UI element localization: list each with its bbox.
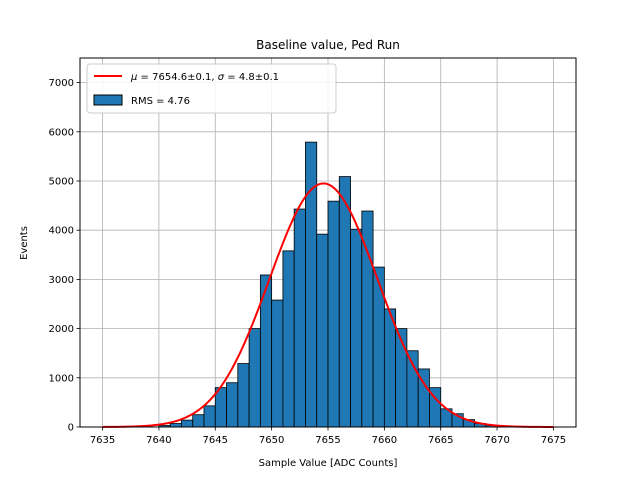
x-tick-label: 7655 <box>315 435 340 446</box>
legend-sigma-value: = 4.8±0.1 <box>224 72 279 83</box>
legend: μ = 7654.6±0.1, σ = 4.8±0.1 RMS = 4.76 <box>86 63 337 114</box>
legend-sigma-symbol: σ <box>218 72 225 83</box>
chart-title: Baseline value, Ped Run <box>256 38 400 52</box>
histogram-bar <box>282 250 295 428</box>
x-tick-label: 7675 <box>541 435 566 446</box>
y-tick-label: 1000 <box>49 373 74 384</box>
gaussian-fit <box>102 182 554 428</box>
histogram-bar <box>169 423 182 428</box>
x-tick-label: 7640 <box>146 435 171 446</box>
histogram-bar <box>293 208 306 428</box>
y-tick-label: 7000 <box>49 78 74 89</box>
legend-mu-value: = 7654.6±0.1, <box>137 72 217 83</box>
histogram-bar <box>395 328 408 428</box>
histogram-bar <box>305 141 318 428</box>
histogram-bar <box>192 414 205 428</box>
x-tick-label: 7660 <box>372 435 397 446</box>
histogram-bar <box>248 328 261 428</box>
histogram-bar <box>226 382 239 428</box>
y-tick-label: 4000 <box>49 226 74 237</box>
histogram-bar <box>214 387 227 428</box>
histogram-bar <box>383 308 397 428</box>
histogram-bar <box>271 299 284 428</box>
legend-histogram-label: RMS = 4.76 <box>131 96 190 107</box>
histogram-bar <box>237 363 250 428</box>
legend-histogram-swatch <box>93 94 123 106</box>
histogram-bar <box>327 200 340 428</box>
x-tick-label: 7650 <box>259 435 284 446</box>
x-tick-label: 7635 <box>90 435 115 446</box>
histogram-bar <box>338 176 351 428</box>
y-axis: 0 1000 2000 3000 4000 5000 6000 7000 <box>49 78 80 434</box>
x-tick-label: 7665 <box>428 435 453 446</box>
y-axis-title: Events <box>19 226 30 260</box>
y-tick-label: 5000 <box>49 177 74 188</box>
x-tick-label: 7670 <box>484 435 509 446</box>
histogram-bar <box>181 419 194 428</box>
y-tick-label: 6000 <box>49 127 74 138</box>
legend-fit-label: μ = 7654.6±0.1, σ = 4.8±0.1 <box>130 72 279 83</box>
legend-mu-symbol: μ <box>130 72 137 83</box>
histogram-bars <box>158 141 509 428</box>
x-axis: 7635 7640 7645 7650 7655 7660 7665 7670 7675 <box>90 427 566 446</box>
y-tick-label: 3000 <box>49 275 74 286</box>
legend-box <box>86 63 337 114</box>
y-tick-label: 2000 <box>49 324 74 335</box>
histogram-bar <box>350 228 363 428</box>
x-axis-title: Sample Value [ADC Counts] <box>259 458 398 469</box>
histogram-bar <box>316 233 329 428</box>
y-tick-label: 0 <box>68 423 74 434</box>
x-tick-label: 7645 <box>203 435 228 446</box>
fit-curve <box>102 182 554 428</box>
histogram-bar <box>203 405 216 428</box>
